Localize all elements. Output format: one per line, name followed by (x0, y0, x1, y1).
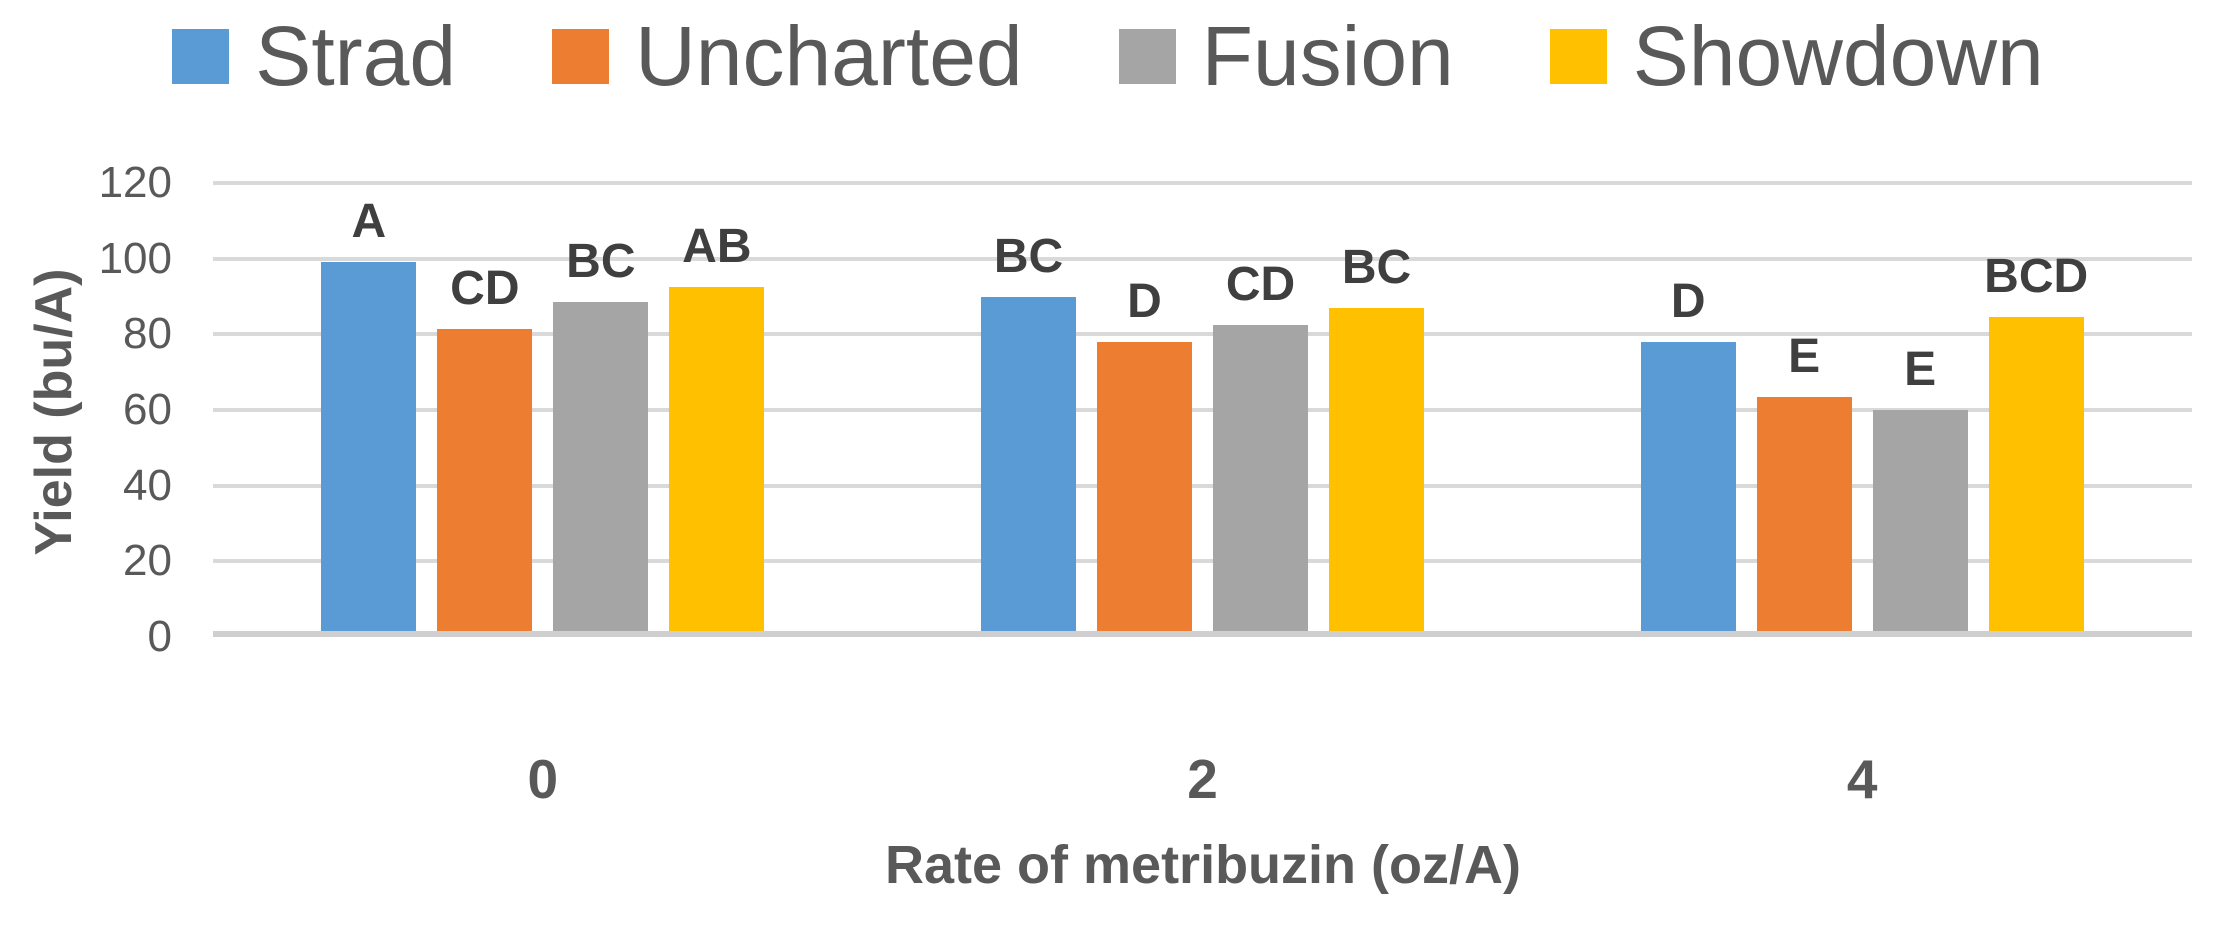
y-tick-label-80: 80 (123, 309, 172, 359)
chart-legend: Strad Uncharted Fusion Showdown (0, 12, 2216, 100)
gridline-60 (213, 408, 2192, 412)
bar-value-label: BCD (1984, 250, 2089, 304)
bar-group-0: A CD BC AB (321, 198, 765, 637)
x-tick-label-2: 2 (1187, 748, 1218, 810)
bar-fusion-2: CD (1213, 260, 1308, 637)
axis-baseline (213, 631, 2192, 637)
bar-uncharted-0: CD (437, 264, 533, 637)
y-tick-label-100: 100 (98, 233, 172, 283)
x-axis-title: Rate of metribuzin (oz/A) (885, 835, 1521, 895)
bar-value-label: CD (450, 261, 520, 315)
bar-value-label: BC (993, 229, 1064, 283)
bar-value-label: E (1788, 329, 1821, 383)
gridline-40 (213, 483, 2192, 488)
legend-label: Uncharted (635, 9, 1023, 103)
bar-value-label: E (1904, 343, 1937, 396)
bar-uncharted-4: E (1756, 332, 1852, 637)
legend-item-uncharted: Uncharted (552, 12, 1023, 100)
gridline-120 (213, 181, 2192, 185)
y-tick-label-0: 0 (147, 612, 172, 661)
bar-strad-0: A (321, 198, 417, 637)
gridline-100 (213, 256, 2192, 261)
bar-value-label: AB (682, 220, 752, 274)
bar-group-2: BC D CD BC (981, 232, 1424, 637)
bar-value-label: A (351, 195, 387, 249)
bar-fusion-4: E (1872, 346, 1968, 637)
bar-showdown-0: AB (669, 223, 765, 637)
x-tick-label-4: 4 (1846, 748, 1878, 810)
y-tick-label-120: 120 (98, 158, 172, 207)
bar-fusion-0: BC (553, 238, 649, 637)
bar-value-label: CD (1225, 257, 1296, 311)
legend-swatch-icon (172, 28, 230, 84)
legend-label: Fusion (1201, 9, 1454, 103)
bar-showdown-2: BC (1329, 243, 1424, 637)
bar-group-4: D E E BCD (1640, 253, 2088, 637)
plot-area: A CD BC AB BC D CD BC D E E BCD (213, 181, 2192, 637)
legend-label: Strad (255, 9, 457, 103)
bar-showdown-4: BCD (1984, 253, 2088, 637)
bar-strad-2: BC (981, 232, 1076, 637)
bar-uncharted-2: D (1097, 277, 1192, 637)
x-tick-label-0: 0 (527, 748, 559, 810)
y-tick-label-20: 20 (123, 536, 172, 586)
legend-swatch-icon (1118, 28, 1176, 84)
y-tick-label-60: 60 (123, 385, 172, 434)
legend-item-strad: Strad (172, 12, 456, 100)
bar-value-label: D (1670, 274, 1706, 328)
bar-value-label: BC (1341, 240, 1412, 294)
gridline-80 (213, 332, 2192, 337)
legend-item-fusion: Fusion (1118, 9, 1454, 103)
legend-swatch-icon (552, 28, 610, 84)
bar-value-label: BC (566, 235, 636, 289)
y-tick-label-40: 40 (123, 460, 172, 510)
bar-strad-4: D (1640, 277, 1736, 637)
bar-value-label: D (1127, 274, 1162, 328)
legend-swatch-icon (1549, 28, 1607, 84)
gridline-20 (213, 559, 2192, 564)
legend-item-showdown: Showdown (1549, 9, 2044, 103)
legend-label: Showdown (1632, 9, 2044, 103)
